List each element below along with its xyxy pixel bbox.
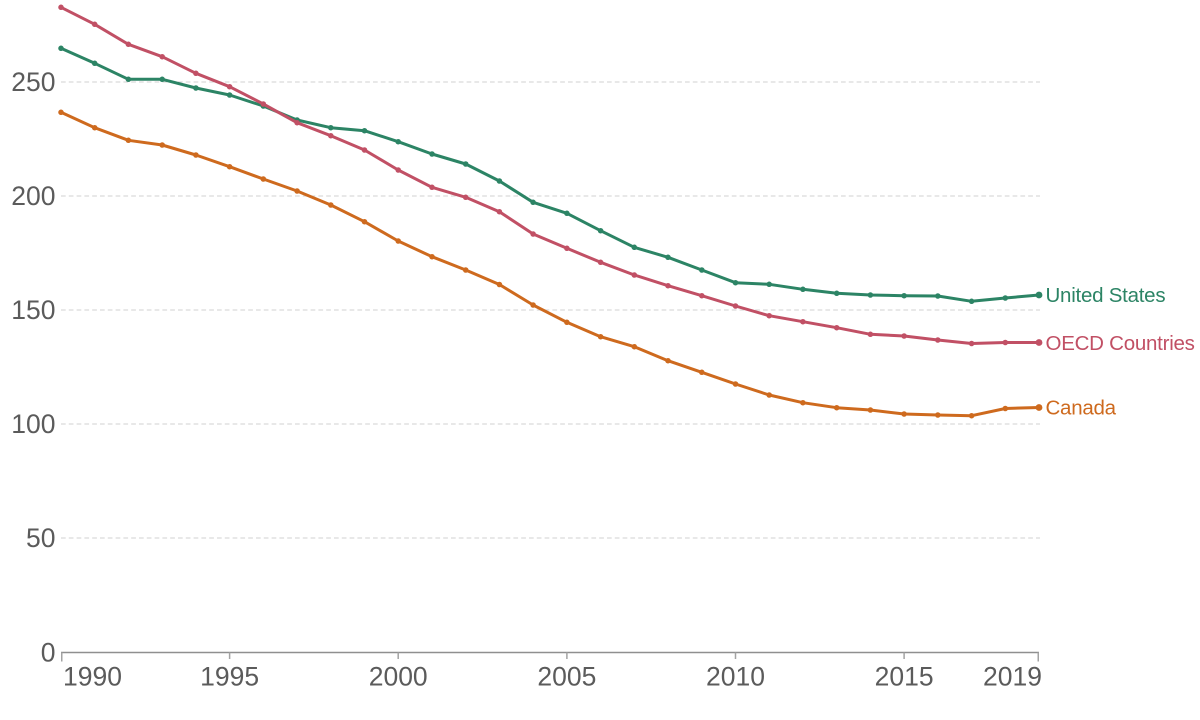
svg-text:150: 150 xyxy=(11,295,55,325)
svg-text:0: 0 xyxy=(41,638,56,668)
svg-text:100: 100 xyxy=(11,409,55,439)
svg-text:250: 250 xyxy=(11,67,55,97)
svg-text:2015: 2015 xyxy=(875,661,934,691)
svg-text:1995: 1995 xyxy=(200,661,259,691)
svg-text:2000: 2000 xyxy=(369,661,428,691)
svg-text:1990: 1990 xyxy=(63,661,122,691)
svg-text:Canada: Canada xyxy=(1046,397,1117,420)
svg-text:2010: 2010 xyxy=(706,661,765,691)
svg-text:200: 200 xyxy=(11,181,55,211)
svg-text:2005: 2005 xyxy=(537,661,596,691)
svg-text:OECD Countries: OECD Countries xyxy=(1046,332,1195,355)
svg-text:50: 50 xyxy=(26,523,55,553)
svg-text:2019: 2019 xyxy=(983,661,1042,691)
svg-text:United States: United States xyxy=(1046,284,1166,307)
